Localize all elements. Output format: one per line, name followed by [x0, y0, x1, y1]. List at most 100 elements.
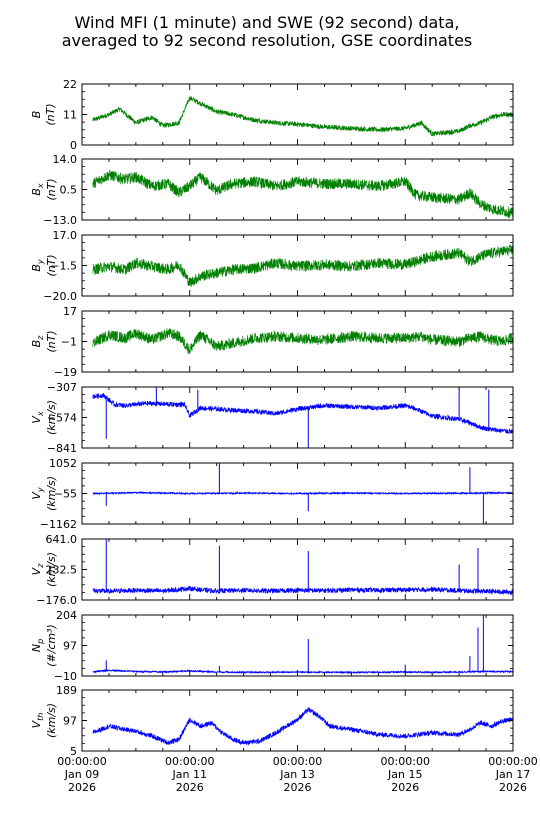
ytick-label-By-1: −1.5 [50, 260, 77, 273]
ytick-label-Vy-1: −55 [54, 488, 77, 501]
xtick-label-line-2-0: 00:00:00 [273, 755, 322, 768]
ylabel-var-Bz: B [30, 340, 43, 348]
ylabel-Vy: Vy(km/s) [30, 476, 58, 511]
ytick-label-Vx-0: −307 [47, 381, 77, 394]
panel-By: 17.0 −1.5 −20.0 By(nT) [30, 229, 514, 303]
ylabel-unit-Bx: (nT) [45, 178, 58, 200]
ytick-label-Vz-1: 232.5 [46, 564, 78, 577]
ylabel-unit-Vy: (km/s) [45, 476, 58, 511]
ylabel-Bx: Bx(nT) [30, 178, 58, 200]
series-line-Bx [92, 169, 513, 218]
ylabel-var-Vy: V [30, 491, 43, 500]
ytick-label-Vy-2: −1162 [40, 518, 77, 531]
ylabel-sub-Vx: x [36, 411, 45, 417]
ylabel-sub-By: y [36, 259, 45, 265]
xtick-label-line-0-1: Jan 09 [64, 768, 99, 781]
xtick-label-line-4-0: 00:00:00 [488, 755, 537, 768]
ytick-label-Vx-1: −574 [47, 412, 77, 425]
ytick-label-Vx-2: −841 [47, 442, 77, 455]
ytick-label-Vz-2: −176.0 [36, 594, 77, 607]
panel-frame-B [81, 83, 514, 146]
ytick-label-Bz-2: −19 [54, 366, 77, 379]
ylabel-sub-Bx: x [36, 183, 45, 189]
ylabel-Np: Np(#/cm³) [30, 624, 58, 667]
ylabel-unit-Vx: (km/s) [45, 400, 58, 435]
panel-frame-Bx [81, 158, 514, 221]
ylabel-var-By: B [30, 264, 43, 272]
ylabel-var-B: B [30, 111, 43, 119]
ylabel-var-Bx: B [30, 188, 43, 196]
ytick-label-Vz-0: 641.0 [46, 533, 78, 546]
ytick-label-B-0: 22 [63, 78, 77, 91]
ylabel-sub-Vth: th [36, 713, 45, 721]
ylabel-sub-Bz: z [36, 335, 45, 341]
ylabel-unit-B: (nT) [44, 103, 57, 125]
panel-Vy: 1052 −55 −1162 Vy(km/s) [30, 457, 514, 531]
ylabel-unit-By: (nT) [45, 254, 58, 276]
ylabel-By: By(nT) [30, 254, 58, 276]
series-line-By [92, 244, 513, 288]
ylabel-Vx: Vx(km/s) [30, 400, 58, 435]
ytick-label-Vth-2: 5 [70, 745, 77, 758]
ylabel-Vz: Vz(km/s) [30, 552, 58, 587]
xtick-label-line-3-1: Jan 15 [387, 768, 422, 781]
ylabel-unit-Np: (#/cm³) [45, 624, 58, 667]
ylabel-var-Vz: V [30, 566, 43, 575]
ylabel-sub-Np: p [36, 639, 45, 645]
ylabel-B: B(nT) [30, 103, 57, 125]
ytick-label-By-0: 17.0 [53, 229, 78, 242]
ylabel-unit-Bz: (nT) [45, 330, 58, 352]
xtick-label-line-3-2: 2026 [391, 781, 419, 794]
series-line-B [92, 96, 513, 137]
ytick-label-B-1: 11 [63, 109, 77, 122]
panel-Bx: 14.0 0.5 −13.0 Bx(nT) [30, 153, 514, 227]
xtick-label-line-2-1: Jan 13 [279, 768, 314, 781]
ylabel-sub-Vy: y [36, 487, 45, 493]
series-line-Vth [92, 707, 513, 746]
ylabel-Vth: Vth(km/s) [30, 703, 58, 738]
xtick-label-line-1-1: Jan 11 [172, 768, 207, 781]
ytick-label-Np-0: 204 [56, 609, 77, 622]
series-line-Bz [92, 328, 513, 355]
xtick-label-line-2-2: 2026 [284, 781, 312, 794]
ylabel-unit-Vth: (km/s) [45, 703, 58, 738]
xtick-label-line-1-0: 00:00:00 [165, 755, 214, 768]
series-line-Vy [92, 490, 513, 496]
ylabel-var-Np: N [30, 644, 43, 652]
ytick-label-Vth-0: 189 [56, 684, 77, 697]
series-line-Np [92, 669, 513, 675]
xtick-label-line-0-0: 00:00:00 [57, 755, 106, 768]
xtick-label-line-0-2: 2026 [68, 781, 96, 794]
ytick-label-Bz-1: −1 [61, 336, 77, 349]
ytick-label-Bx-2: −13.0 [43, 214, 77, 227]
ytick-label-Bx-0: 14.0 [53, 153, 78, 166]
xtick-label-line-4-1: Jan 17 [495, 768, 530, 781]
ytick-label-By-2: −20.0 [43, 290, 77, 303]
ylabel-var-Vth: V [30, 719, 43, 728]
series-line-Vx [92, 393, 513, 434]
ylabel-unit-Vz: (km/s) [45, 552, 58, 587]
panel-frame-Np [81, 614, 514, 677]
panel-Vth: 189 97 5 Vth(km/s) [30, 684, 514, 758]
panel-Vx: −307 −574 −841 Vx(km/s) [30, 381, 514, 455]
xtick-label-line-1-2: 2026 [176, 781, 204, 794]
ytick-label-Bx-1: 0.5 [60, 184, 78, 197]
xtick-label-line-3-0: 00:00:00 [381, 755, 430, 768]
panel-Vz: 641.0 232.5 −176.0 Vz(km/s) [30, 533, 514, 607]
ytick-label-Np-1: 97 [63, 640, 77, 653]
series-line-Vz [92, 585, 513, 596]
ytick-label-Bz-0: 17 [63, 305, 77, 318]
chart-title: Wind MFI (1 minute) and SWE (92 second) … [0, 14, 534, 50]
ytick-label-Vy-0: 1052 [49, 457, 77, 470]
ylabel-Bz: Bz(nT) [30, 330, 58, 352]
chart-title-line1: Wind MFI (1 minute) and SWE (92 second) … [74, 13, 460, 32]
ytick-label-Np-2: −10 [54, 670, 77, 683]
panel-Bz: 17 −1 −19 Bz(nT) [30, 305, 514, 379]
chart-title-line2: averaged to 92 second resolution, GSE co… [61, 31, 473, 50]
